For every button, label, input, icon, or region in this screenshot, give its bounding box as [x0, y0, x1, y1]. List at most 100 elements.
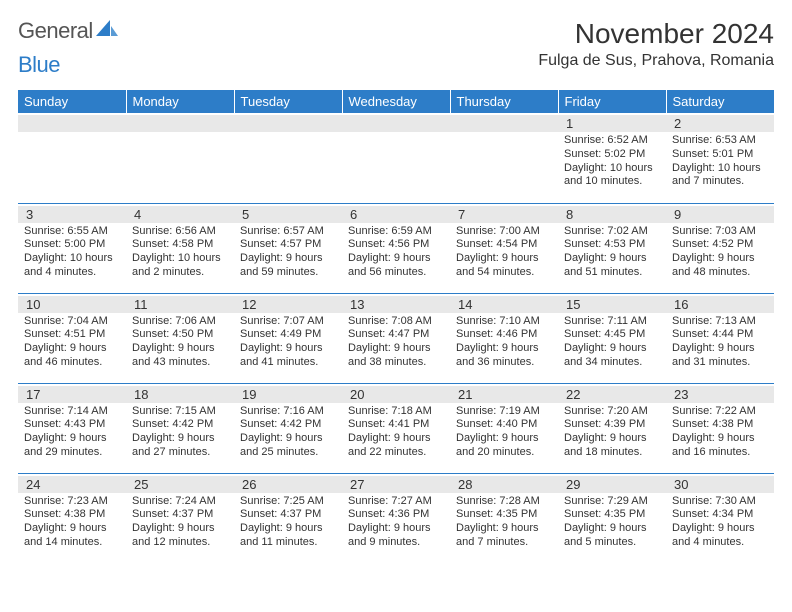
- day-number: 7: [450, 206, 558, 223]
- day-details: Sunrise: 7:30 AMSunset: 4:34 PMDaylight:…: [672, 495, 768, 550]
- day-details: Sunrise: 7:00 AMSunset: 4:54 PMDaylight:…: [456, 225, 552, 280]
- dow-wednesday: Wednesday: [342, 90, 450, 113]
- calendar-week-row: 24Sunrise: 7:23 AMSunset: 4:38 PMDayligh…: [18, 473, 774, 563]
- day-number: 2: [666, 115, 774, 132]
- day-number: 10: [18, 296, 126, 313]
- day-details: Sunrise: 6:56 AMSunset: 4:58 PMDaylight:…: [132, 225, 228, 280]
- daylight-text: Daylight: 9 hours and 18 minutes.: [564, 432, 660, 460]
- calendar-cell: 14Sunrise: 7:10 AMSunset: 4:46 PMDayligh…: [450, 293, 558, 383]
- sunset-text: Sunset: 4:38 PM: [672, 418, 768, 432]
- day-number: 18: [126, 386, 234, 403]
- daylight-text: Daylight: 9 hours and 36 minutes.: [456, 342, 552, 370]
- calendar-cell: 27Sunrise: 7:27 AMSunset: 4:36 PMDayligh…: [342, 473, 450, 563]
- calendar-cell: 18 Sunrise: 7:15 AMSunset: 4:42 PMDayligh…: [126, 383, 234, 473]
- day-number: 3: [18, 206, 126, 223]
- daylight-text: Daylight: 9 hours and 41 minutes.: [240, 342, 336, 370]
- calendar-cell: 19Sunrise: 7:16 AMSunset: 4:42 PMDayligh…: [234, 383, 342, 473]
- sunrise-text: Sunrise: 6:55 AM: [24, 225, 120, 239]
- daylight-text: Daylight: 9 hours and 5 minutes.: [564, 522, 660, 550]
- day-details: Sunrise: 7:06 AMSunset: 4:50 PMDaylight:…: [132, 315, 228, 370]
- sunrise-text: Sunrise: 6:56 AM: [132, 225, 228, 239]
- calendar-cell: 23Sunrise: 7:22 AMSunset: 4:38 PMDayligh…: [666, 383, 774, 473]
- calendar-cell: 4Sunrise: 6:56 AMSunset: 4:58 PMDaylight…: [126, 203, 234, 293]
- dow-monday: Monday: [126, 90, 234, 113]
- day-number: 1: [558, 115, 666, 132]
- daylight-text: Daylight: 9 hours and 20 minutes.: [456, 432, 552, 460]
- day-number: 15: [558, 296, 666, 313]
- sunset-text: Sunset: 4:35 PM: [564, 508, 660, 522]
- daylight-text: Daylight: 9 hours and 43 minutes.: [132, 342, 228, 370]
- sunrise-text: Sunrise: 7:28 AM: [456, 495, 552, 509]
- day-number: [450, 115, 558, 132]
- daylight-text: Daylight: 9 hours and 56 minutes.: [348, 252, 444, 280]
- sunset-text: Sunset: 4:53 PM: [564, 238, 660, 252]
- sunset-text: Sunset: 4:47 PM: [348, 328, 444, 342]
- sunrise-text: Sunrise: 7:27 AM: [348, 495, 444, 509]
- dow-tuesday: Tuesday: [234, 90, 342, 113]
- daylight-text: Daylight: 10 hours and 4 minutes.: [24, 252, 120, 280]
- sunrise-text: Sunrise: 7:07 AM: [240, 315, 336, 329]
- daylight-text: Daylight: 9 hours and 46 minutes.: [24, 342, 120, 370]
- sunrise-text: Sunrise: 7:30 AM: [672, 495, 768, 509]
- day-number: [234, 115, 342, 132]
- sunset-text: Sunset: 4:49 PM: [240, 328, 336, 342]
- daylight-text: Daylight: 9 hours and 9 minutes.: [348, 522, 444, 550]
- daylight-text: Daylight: 9 hours and 34 minutes.: [564, 342, 660, 370]
- sunset-text: Sunset: 4:41 PM: [348, 418, 444, 432]
- calendar-cell: 28Sunrise: 7:28 AMSunset: 4:35 PMDayligh…: [450, 473, 558, 563]
- day-details: Sunrise: 7:14 AMSunset: 4:43 PMDaylight:…: [24, 405, 120, 460]
- sunset-text: Sunset: 4:39 PM: [564, 418, 660, 432]
- daylight-text: Daylight: 9 hours and 31 minutes.: [672, 342, 768, 370]
- sunset-text: Sunset: 4:40 PM: [456, 418, 552, 432]
- calendar-cell: 2Sunrise: 6:53 AMSunset: 5:01 PMDaylight…: [666, 113, 774, 203]
- sunrise-text: Sunrise: 7:06 AM: [132, 315, 228, 329]
- calendar-cell: 1 Sunrise: 6:52 AMSunset: 5:02 PMDaylight…: [558, 113, 666, 203]
- sunrise-text: Sunrise: 6:53 AM: [672, 134, 768, 148]
- day-details: Sunrise: 6:59 AMSunset: 4:56 PMDaylight:…: [348, 225, 444, 280]
- sunrise-text: Sunrise: 6:52 AM: [564, 134, 660, 148]
- sunset-text: Sunset: 5:01 PM: [672, 148, 768, 162]
- day-details: Sunrise: 7:15 AMSunset: 4:42 PMDaylight:…: [132, 405, 228, 460]
- sunset-text: Sunset: 4:42 PM: [240, 418, 336, 432]
- calendar-cell: 8Sunrise: 7:02 AMSunset: 4:53 PMDaylight…: [558, 203, 666, 293]
- dow-friday: Friday: [558, 90, 666, 113]
- dow-thursday: Thursday: [450, 90, 558, 113]
- sunset-text: Sunset: 5:00 PM: [24, 238, 120, 252]
- daylight-text: Daylight: 9 hours and 22 minutes.: [348, 432, 444, 460]
- daylight-text: Daylight: 9 hours and 51 minutes.: [564, 252, 660, 280]
- sunrise-text: Sunrise: 7:03 AM: [672, 225, 768, 239]
- day-number: 11: [126, 296, 234, 313]
- day-number: [126, 115, 234, 132]
- day-number: 14: [450, 296, 558, 313]
- calendar-cell: 12Sunrise: 7:07 AMSunset: 4:49 PMDayligh…: [234, 293, 342, 383]
- day-details: Sunrise: 7:04 AMSunset: 4:51 PMDaylight:…: [24, 315, 120, 370]
- day-details: Sunrise: 7:25 AMSunset: 4:37 PMDaylight:…: [240, 495, 336, 550]
- sunset-text: Sunset: 4:54 PM: [456, 238, 552, 252]
- daylight-text: Daylight: 10 hours and 2 minutes.: [132, 252, 228, 280]
- calendar-cell: [342, 113, 450, 203]
- calendar-cell: [234, 113, 342, 203]
- calendar-week-row: 1 Sunrise: 6:52 AMSunset: 5:02 PMDaylight…: [18, 113, 774, 203]
- sunrise-text: Sunrise: 7:13 AM: [672, 315, 768, 329]
- day-number: 23: [666, 386, 774, 403]
- sunrise-text: Sunrise: 7:04 AM: [24, 315, 120, 329]
- day-details: Sunrise: 7:13 AMSunset: 4:44 PMDaylight:…: [672, 315, 768, 370]
- sunset-text: Sunset: 4:37 PM: [132, 508, 228, 522]
- calendar-cell: 13Sunrise: 7:08 AMSunset: 4:47 PMDayligh…: [342, 293, 450, 383]
- day-details: Sunrise: 7:28 AMSunset: 4:35 PMDaylight:…: [456, 495, 552, 550]
- daylight-text: Daylight: 9 hours and 48 minutes.: [672, 252, 768, 280]
- calendar-cell: 22Sunrise: 7:20 AMSunset: 4:39 PMDayligh…: [558, 383, 666, 473]
- sunrise-text: Sunrise: 7:10 AM: [456, 315, 552, 329]
- day-details: Sunrise: 6:52 AMSunset: 5:02 PMDaylight:…: [564, 134, 660, 189]
- daylight-text: Daylight: 9 hours and 38 minutes.: [348, 342, 444, 370]
- sunrise-text: Sunrise: 7:24 AM: [132, 495, 228, 509]
- calendar-cell: 11 Sunrise: 7:06 AMSunset: 4:50 PMDayligh…: [126, 293, 234, 383]
- sunset-text: Sunset: 4:42 PM: [132, 418, 228, 432]
- calendar-cell: [126, 113, 234, 203]
- day-details: Sunrise: 7:07 AMSunset: 4:49 PMDaylight:…: [240, 315, 336, 370]
- calendar-cell: 9Sunrise: 7:03 AMSunset: 4:52 PMDaylight…: [666, 203, 774, 293]
- sunrise-text: Sunrise: 7:00 AM: [456, 225, 552, 239]
- daylight-text: Daylight: 9 hours and 12 minutes.: [132, 522, 228, 550]
- calendar-cell: 16Sunrise: 7:13 AMSunset: 4:44 PMDayligh…: [666, 293, 774, 383]
- daylight-text: Daylight: 9 hours and 11 minutes.: [240, 522, 336, 550]
